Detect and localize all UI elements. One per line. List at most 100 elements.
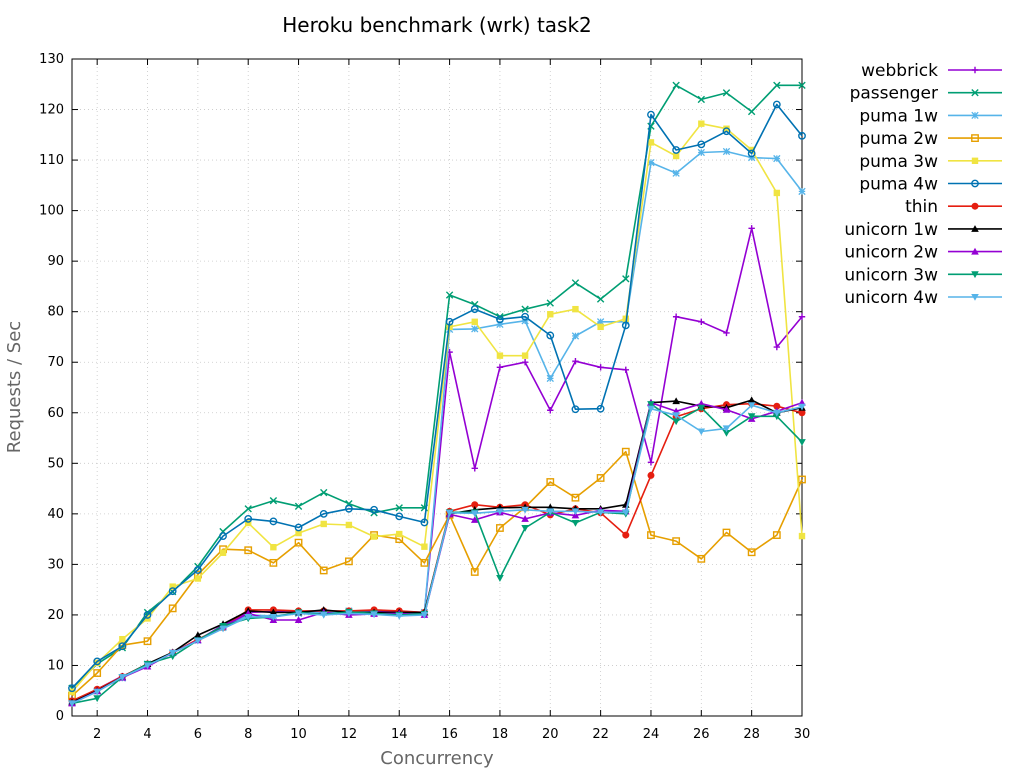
data-point [546,478,555,486]
data-point [697,404,706,412]
data-point [621,447,630,456]
data-point [471,318,478,325]
data-point [773,413,781,421]
data-point [345,610,353,618]
series-puma-4w [68,100,806,693]
data-point [496,315,504,324]
legend-entry-webbrick: webbrick [861,61,1002,81]
y-axis-label: Requests / Sec [4,321,25,453]
data-point [747,153,756,162]
data-point [798,131,806,140]
data-point [672,313,680,320]
data-point [344,504,353,513]
data-point [722,528,731,537]
x-tick-label: 2 [93,727,101,742]
data-point [470,510,479,518]
series-unicorn-4w [68,402,806,708]
data-point [320,520,327,528]
data-point [395,504,403,512]
data-point [496,320,504,328]
data-point [798,403,806,411]
data-point [722,89,731,97]
data-point [597,323,604,331]
series-layer [68,81,806,708]
data-point [396,530,403,538]
data-point [319,509,328,518]
data-point [496,575,504,582]
data-point [647,401,655,408]
data-point [571,332,580,340]
data-point [722,147,731,156]
legend-label: unicorn 2w [844,243,938,263]
data-point [496,524,504,532]
data-point [294,502,303,510]
series-line-unicorn-3w [71,403,803,705]
data-point [571,405,580,414]
data-point [118,674,127,681]
data-point [244,515,253,523]
data-point [471,325,479,333]
data-point [219,625,227,633]
data-point [445,291,454,299]
data-point [521,312,530,321]
data-point [521,506,529,514]
series-line-puma-3w [71,122,803,693]
series-line-unicorn-4w [71,404,803,705]
data-point [470,305,479,314]
legend-label: thin [905,197,938,217]
x-tick-label: 4 [143,727,151,742]
y-tick-label: 100 [39,204,64,219]
grid [72,59,802,716]
data-point [496,508,504,516]
data-point [798,409,806,417]
data-point [697,428,706,436]
data-point [647,459,655,466]
data-point [621,321,630,330]
y-tick-label: 30 [47,557,64,572]
legend-marker [971,157,979,164]
x-axis: 2 4 6 8 10 12 14 16 18 20 22 24 26 28 30 [93,59,810,742]
legend-label: unicorn 4w [844,288,938,308]
legend-label: puma 2w [859,129,938,149]
legend-marker [971,179,979,188]
data-point [370,611,378,619]
data-point [672,146,681,154]
data-point [798,81,806,89]
legend-label: puma 3w [859,152,938,172]
legend-label: puma 4w [859,175,938,195]
y-tick-label: 0 [56,709,64,724]
data-point [143,637,152,646]
data-point [68,684,76,693]
series-line-passenger [71,84,802,689]
data-point [672,537,681,546]
y-axis: 0 10 20 30 40 50 60 70 80 90 100 110 120 130 [39,52,802,724]
series-line-unicorn-1w [71,399,803,704]
y-tick-label: 90 [47,254,64,269]
data-point [370,533,378,540]
data-point [169,583,176,590]
data-point [269,608,278,616]
x-tick-label: 20 [542,727,559,742]
data-point [294,538,303,547]
data-point [722,429,731,437]
data-point [445,509,454,517]
data-point [320,488,328,497]
data-point [269,517,278,526]
data-point [219,532,227,540]
data-point [798,475,806,484]
data-point [168,649,177,657]
data-point [245,519,252,527]
data-point [319,611,328,619]
data-point [596,318,605,326]
data-point [194,637,202,645]
data-point [420,611,429,619]
data-point [647,158,655,167]
data-point [420,558,429,567]
legend-marker [971,134,979,142]
x-tick-label: 10 [290,727,307,742]
data-point [647,139,655,146]
data-point [93,657,102,666]
legend-marker [971,247,979,255]
legend-label: passenger [850,84,938,104]
data-point [747,402,756,409]
